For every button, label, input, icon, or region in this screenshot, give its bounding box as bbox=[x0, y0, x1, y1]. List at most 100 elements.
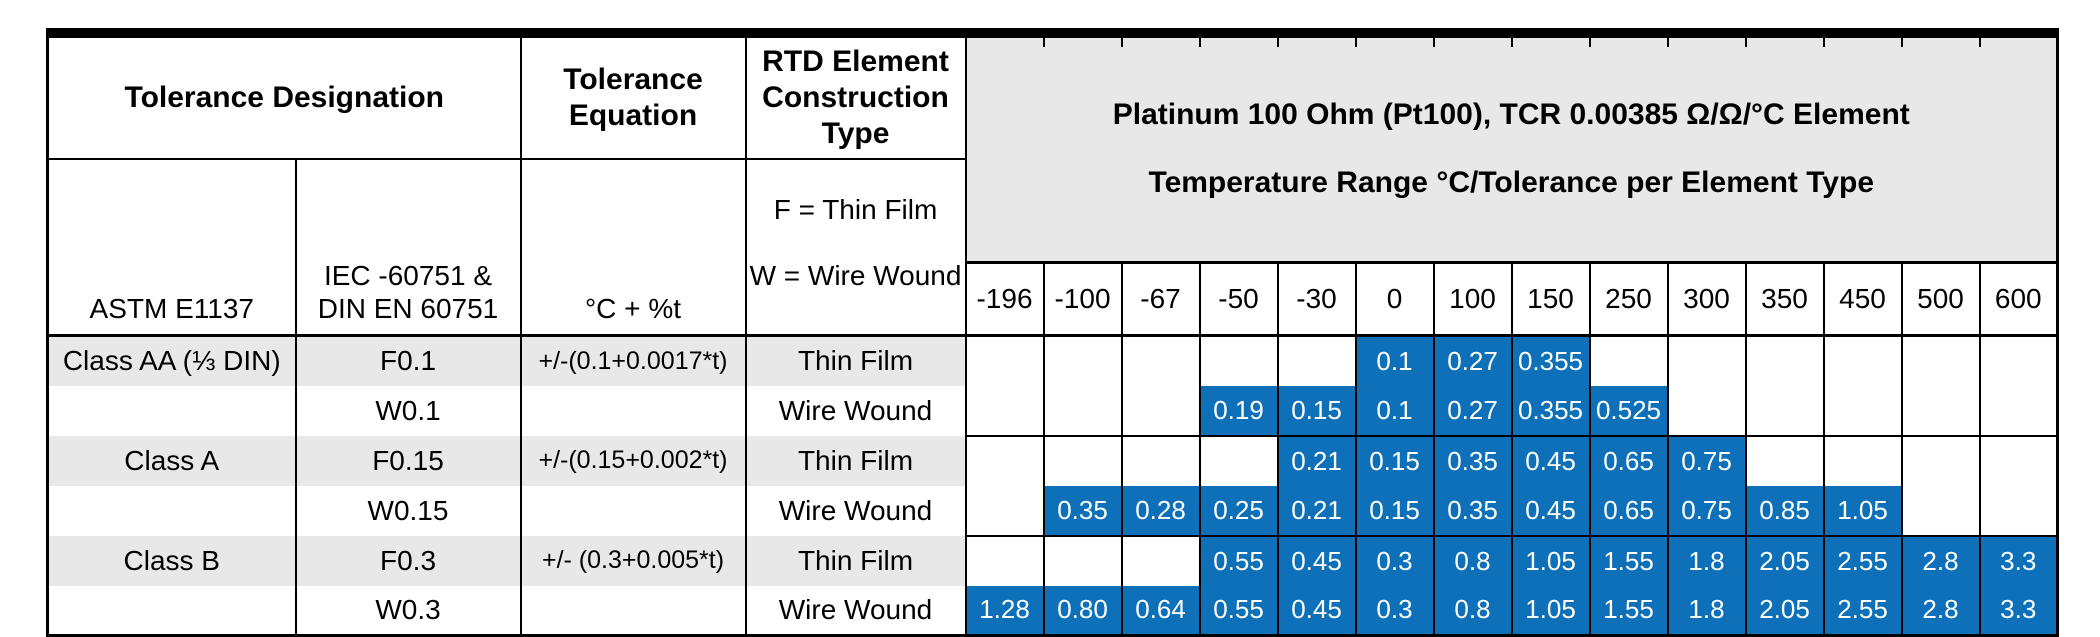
equation-cell: +/-(0.1+0.0017*t) bbox=[519, 335, 747, 386]
tolerance-value-cell: 0.28 bbox=[1120, 485, 1201, 536]
designation-cell: F0.3 bbox=[294, 535, 522, 586]
tolerance-value-cell: 1.05 bbox=[1822, 485, 1903, 536]
tolerance-value-cell: 0.75 bbox=[1666, 434, 1747, 486]
tolerance-value-cell: 2.8 bbox=[1900, 534, 1981, 586]
tolerance-value-cell: 0.75 bbox=[1666, 485, 1747, 536]
class-label-cell bbox=[46, 485, 297, 536]
tolerance-value-cell bbox=[1666, 335, 1747, 386]
tolerance-value-cell: 0.45 bbox=[1276, 585, 1357, 636]
equation-cell: +/-(0.15+0.002*t) bbox=[519, 435, 747, 486]
tolerance-value-cell bbox=[1042, 385, 1123, 436]
temp-col-header: 150 bbox=[1510, 261, 1591, 338]
tolerance-value-cell: 0.27 bbox=[1432, 335, 1513, 386]
tolerance-value-cell bbox=[1120, 385, 1201, 436]
table-row-class-b-thin-film: Class B F0.3 +/- (0.3+0.005*t) Thin Film… bbox=[46, 534, 2059, 586]
temperature-header-row: -196 -100 -67 -50 -30 0 100 150 250 300 … bbox=[48, 261, 2059, 338]
table-row-class-aa-wire-wound: W0.1 Wire Wound 0.19 0.15 0.1 0.27 0.355… bbox=[46, 385, 2059, 436]
tolerance-value-cell: 2.05 bbox=[1744, 534, 1825, 586]
tolerance-value-cell bbox=[1042, 335, 1123, 386]
tolerance-value-cell: 1.28 bbox=[964, 585, 1045, 636]
header-pt100: Platinum 100 Ohm (Pt100), TCR 0.00385 Ω/… bbox=[964, 31, 2059, 264]
tolerance-value-cell: 2.55 bbox=[1822, 585, 1903, 636]
pt100-title: Platinum 100 Ohm (Pt100), TCR 0.00385 Ω/… bbox=[1112, 98, 1910, 132]
construction-cell: Wire Wound bbox=[744, 385, 967, 436]
tolerance-value-cell: 3.3 bbox=[1978, 585, 2059, 636]
tolerance-value-cell: 0.55 bbox=[1198, 585, 1279, 636]
rtd-tolerance-table: Tolerance Designation Tolerance Equation… bbox=[46, 28, 2059, 637]
tolerance-value-cell bbox=[1744, 335, 1825, 386]
tolerance-value-cell bbox=[1744, 434, 1825, 486]
tolerance-value-cell bbox=[1042, 534, 1123, 586]
tolerance-value-cell bbox=[1588, 335, 1669, 386]
table-row-class-a-wire-wound: W0.15 Wire Wound 0.35 0.28 0.25 0.21 0.1… bbox=[46, 485, 2059, 536]
temp-col-header: 300 bbox=[1666, 261, 1747, 338]
tolerance-value-cell bbox=[1822, 434, 1903, 486]
tolerance-value-cell bbox=[1666, 385, 1747, 436]
designation-cell: F0.15 bbox=[294, 435, 522, 486]
header-rtd-construction: RTD Element Construction Type bbox=[744, 32, 967, 160]
tolerance-value-cell bbox=[1822, 385, 1903, 436]
tolerance-value-cell bbox=[1276, 335, 1357, 386]
tolerance-value-cell: 0.15 bbox=[1276, 385, 1357, 436]
tolerance-value-cell: 0.1 bbox=[1354, 385, 1435, 436]
designation-cell: W0.15 bbox=[294, 485, 522, 536]
tolerance-value-cell bbox=[1198, 434, 1279, 486]
pt100-subtitle: Temperature Range °C/Tolerance per Eleme… bbox=[1148, 166, 1875, 200]
construction-cell: Thin Film bbox=[744, 335, 967, 386]
tolerance-value-cell bbox=[1978, 485, 2059, 536]
tolerance-value-cell: 0.80 bbox=[1042, 585, 1123, 636]
tolerance-value-cell: 0.65 bbox=[1588, 485, 1669, 536]
header-tolerance-designation: Tolerance Designation bbox=[46, 32, 522, 160]
temp-col-header: 0 bbox=[1354, 261, 1435, 338]
tolerance-value-cell: 0.45 bbox=[1510, 434, 1591, 486]
tolerance-value-cell bbox=[1900, 335, 1981, 386]
temp-col-header: -50 bbox=[1198, 261, 1279, 338]
tolerance-value-cell: 0.3 bbox=[1354, 534, 1435, 586]
tolerance-value-cell bbox=[1120, 434, 1201, 486]
tolerance-value-cell: 1.55 bbox=[1588, 585, 1669, 636]
tolerance-value-cell bbox=[1900, 434, 1981, 486]
class-label-cell bbox=[46, 385, 297, 436]
tolerance-value-cell bbox=[1120, 335, 1201, 386]
header-tolerance-equation: Tolerance Equation bbox=[519, 32, 747, 160]
tolerance-value-cell: 1.05 bbox=[1510, 534, 1591, 586]
tolerance-value-cell: 0.27 bbox=[1432, 385, 1513, 436]
tolerance-value-cell bbox=[964, 434, 1045, 486]
tolerance-value-cell: 0.85 bbox=[1744, 485, 1825, 536]
tolerance-value-cell: 0.25 bbox=[1198, 485, 1279, 536]
temp-col-header: 100 bbox=[1432, 261, 1513, 338]
column-tick-marks bbox=[967, 38, 2056, 47]
construction-cell: Thin Film bbox=[744, 535, 967, 586]
tolerance-value-cell: 0.45 bbox=[1510, 485, 1591, 536]
equation-cell bbox=[519, 485, 747, 536]
header-row-1: Tolerance Designation Tolerance Equation… bbox=[46, 31, 2059, 264]
class-label-cell bbox=[46, 585, 297, 636]
equation-cell bbox=[519, 385, 747, 436]
temp-col-header: -100 bbox=[1042, 261, 1123, 338]
legend-wire-wound: W = Wire Wound bbox=[749, 260, 962, 292]
tolerance-value-cell: 0.35 bbox=[1042, 485, 1123, 536]
temp-col-header: 350 bbox=[1744, 261, 1825, 338]
tolerance-value-cell: 1.8 bbox=[1666, 534, 1747, 586]
tolerance-value-cell: 2.55 bbox=[1822, 534, 1903, 586]
tolerance-value-cell: 1.55 bbox=[1588, 534, 1669, 586]
tolerance-value-cell bbox=[964, 335, 1045, 386]
tolerance-value-cell: 0.525 bbox=[1588, 385, 1669, 436]
tolerance-value-cell: 0.19 bbox=[1198, 385, 1279, 436]
tolerance-value-cell bbox=[964, 485, 1045, 536]
tolerance-value-cell bbox=[1042, 434, 1123, 486]
table-row-class-a-thin-film: Class A F0.15 +/-(0.15+0.002*t) Thin Fil… bbox=[46, 434, 2059, 486]
legend-thin-film: F = Thin Film bbox=[773, 194, 938, 226]
tolerance-value-cell: 0.21 bbox=[1276, 485, 1357, 536]
tolerance-value-cell: 0.64 bbox=[1120, 585, 1201, 636]
equation-cell: +/- (0.3+0.005*t) bbox=[519, 535, 747, 586]
designation-cell: F0.1 bbox=[294, 335, 522, 386]
tolerance-value-cell: 2.05 bbox=[1744, 585, 1825, 636]
construction-cell: Wire Wound bbox=[744, 585, 967, 636]
table-row-class-b-wire-wound: W0.3 Wire Wound 1.28 0.80 0.64 0.55 0.45… bbox=[46, 585, 2059, 636]
tolerance-value-cell: 0.355 bbox=[1510, 335, 1591, 386]
tolerance-value-cell: 0.8 bbox=[1432, 585, 1513, 636]
tolerance-value-cell bbox=[1198, 335, 1279, 386]
tolerance-value-cell: 0.55 bbox=[1198, 534, 1279, 586]
tolerance-value-cell bbox=[1978, 335, 2059, 386]
